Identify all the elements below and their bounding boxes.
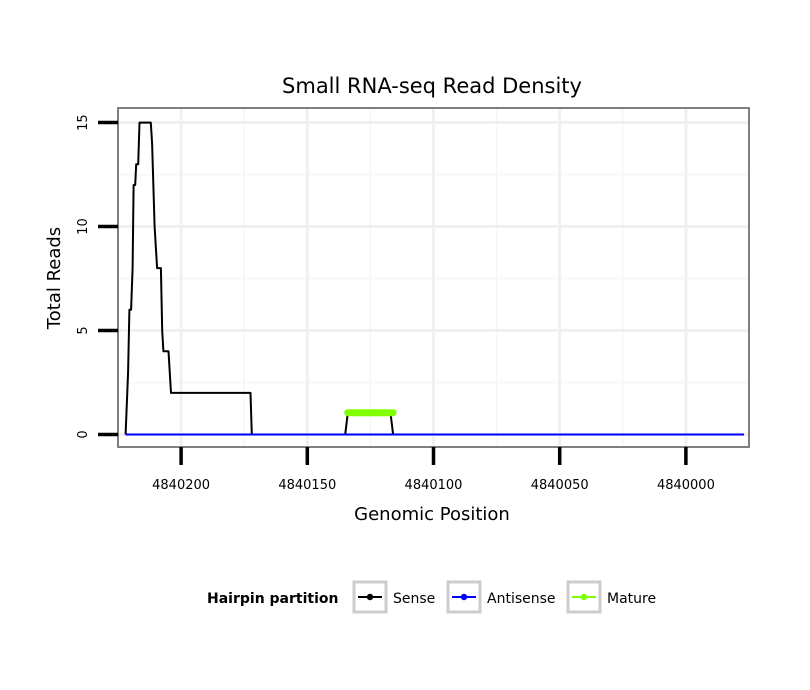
legend-entry-mature: Mature <box>566 580 656 614</box>
legend-entry-antisense: Antisense <box>446 580 556 614</box>
legend-label: Antisense <box>487 591 556 607</box>
legend-key-point <box>460 593 468 601</box>
y-tick-label: 15 <box>76 114 91 131</box>
legend: Hairpin partition Sense Antisense Mature <box>207 580 656 614</box>
y-tick-label: 5 <box>76 326 91 334</box>
legend-entry-sense: Sense <box>352 580 435 614</box>
legend-title: Hairpin partition <box>207 591 338 607</box>
x-axis-label: Genomic Position <box>354 504 510 525</box>
series-layer <box>124 121 744 436</box>
x-tick-label: 4840150 <box>278 478 336 493</box>
series-line-sense <box>124 121 744 436</box>
legend-key-point <box>580 593 588 601</box>
y-tick-label: 0 <box>76 430 91 438</box>
chart-title: Small RNA-seq Read Density <box>282 74 582 98</box>
legend-label: Mature <box>607 591 656 607</box>
x-tick-label: 4840050 <box>531 478 589 493</box>
legend-label: Sense <box>393 591 435 607</box>
legend-key-point <box>366 593 374 601</box>
x-tick-label: 4840200 <box>152 478 210 493</box>
y-tick-label: 10 <box>76 218 91 235</box>
x-tick-label: 4840100 <box>405 478 463 493</box>
y-axis-ticks: 0 5 10 15 <box>76 114 118 439</box>
x-axis-ticks: 4840200 4840150 4840100 4840050 4840000 <box>152 447 715 493</box>
y-axis-label: Total Reads <box>44 227 65 330</box>
grid <box>118 108 749 447</box>
x-tick-label: 4840000 <box>657 478 715 493</box>
